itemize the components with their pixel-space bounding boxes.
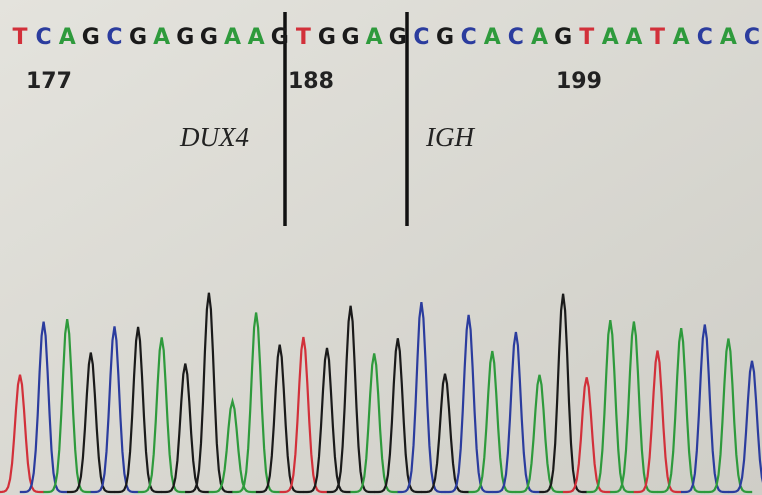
base-call: A — [720, 25, 737, 50]
base-call: G — [82, 25, 100, 50]
base-call: A — [366, 25, 383, 50]
chromatogram: 177 188 199 DUX4 IGH TCAGCGAGGAAGTGGAGCG… — [0, 0, 762, 495]
base-call: G — [271, 25, 289, 50]
base-call: A — [673, 25, 690, 50]
base-call: A — [484, 25, 501, 50]
base-call: A — [224, 25, 241, 50]
base-call: C — [461, 25, 477, 50]
base-call: T — [650, 25, 665, 50]
base-call: A — [531, 25, 548, 50]
gene-label: IGH — [425, 122, 475, 152]
gene-label: DUX4 — [179, 122, 249, 152]
base-call: C — [508, 25, 524, 50]
base-call: A — [248, 25, 265, 50]
base-call: G — [389, 25, 407, 50]
position-label: 199 — [556, 69, 602, 94]
base-call: G — [436, 25, 454, 50]
base-call: A — [625, 25, 642, 50]
base-call: C — [106, 25, 122, 50]
base-call: A — [153, 25, 170, 50]
base-call: C — [744, 25, 760, 50]
base-call: G — [176, 25, 194, 50]
base-call: T — [12, 25, 27, 50]
base-call: C — [36, 25, 52, 50]
base-call: T — [296, 25, 311, 50]
base-call: C — [413, 25, 429, 50]
base-call: G — [129, 25, 147, 50]
base-call: A — [59, 25, 76, 50]
base-call: A — [602, 25, 619, 50]
base-call: G — [554, 25, 572, 50]
page: 177 188 199 DUX4 IGH TCAGCGAGGAAGTGGAGCG… — [0, 0, 762, 495]
base-call: T — [579, 25, 594, 50]
paper-background — [0, 0, 762, 495]
base-call: C — [697, 25, 713, 50]
base-call: G — [342, 25, 360, 50]
base-call: G — [318, 25, 336, 50]
base-call: G — [200, 25, 218, 50]
position-label: 177 — [26, 69, 72, 94]
position-label: 188 — [288, 69, 334, 94]
